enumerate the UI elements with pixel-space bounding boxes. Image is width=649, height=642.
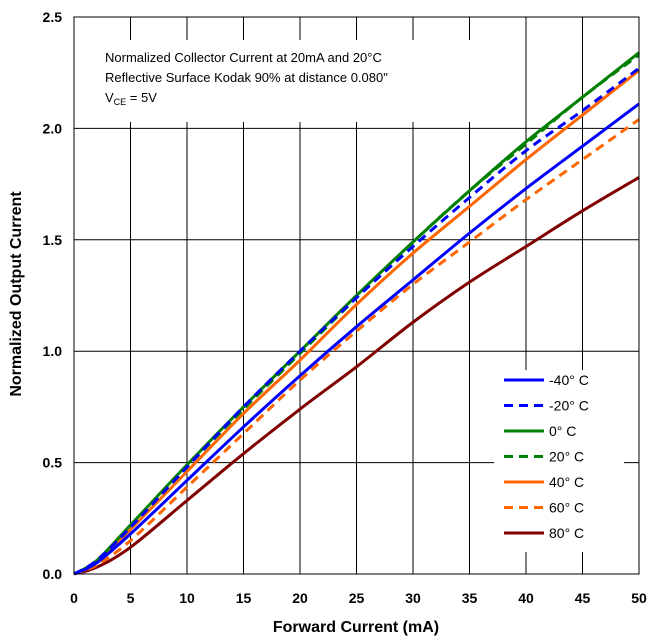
annotation-line-2: Reflective Surface Kodak 90% at distance…	[105, 70, 388, 85]
x-tick-label-5: 25	[349, 590, 365, 606]
legend-label-5: 60° C	[549, 500, 584, 516]
series-line-6	[73, 176, 640, 576]
tick-labels: 0 5 10 15 20 25 30 35 40 45 50 0.0 0.5 1.0 1.5 2.0 2.5	[43, 9, 647, 606]
plot-border	[73, 16, 640, 575]
legend-label-1: -20° C	[549, 398, 589, 414]
vce-symbol: V	[105, 90, 114, 105]
legend-label-0: -40° C	[549, 372, 589, 388]
x-tick-label-7: 35	[462, 590, 478, 606]
legend-label-2: 0° C	[549, 423, 576, 439]
vce-value: = 5V	[126, 90, 157, 105]
series-line-4	[73, 69, 640, 576]
x-tick-label-10: 50	[631, 590, 647, 606]
series-line-5	[73, 118, 640, 576]
annotation-box: Normalized Collector Current at 20mA and…	[96, 40, 476, 122]
y-tick-label-0: 0.0	[43, 566, 63, 582]
legend-label-3: 20° C	[549, 449, 584, 465]
legend-background	[494, 370, 624, 552]
legend: -40° C -20° C 0° C 20° C 40° C 60° C 80° C	[494, 370, 624, 552]
annotation-line-1: Normalized Collector Current at 20mA and…	[105, 50, 382, 65]
x-tick-label-0: 0	[70, 590, 78, 606]
x-tick-label-3: 15	[236, 590, 252, 606]
vce-subscript: CE	[114, 97, 127, 107]
series-layer	[73, 51, 640, 576]
x-tick-label-1: 5	[127, 590, 135, 606]
y-tick-label-3: 1.5	[43, 232, 63, 248]
y-tick-label-5: 2.5	[43, 9, 63, 25]
x-tick-label-2: 10	[179, 590, 195, 606]
x-tick-label-6: 30	[405, 590, 421, 606]
x-tick-label-8: 40	[518, 590, 534, 606]
y-axis-title: Normalized Output Current	[8, 191, 25, 397]
y-tick-label-2: 1.0	[43, 343, 63, 359]
annotation-line-3: VCE = 5V	[105, 90, 157, 107]
x-axis-title: Forward Current (mA)	[273, 619, 439, 636]
legend-label-4: 40° C	[549, 474, 584, 490]
legend-label-6: 80° C	[549, 525, 584, 541]
x-tick-label-4: 20	[292, 590, 308, 606]
y-tick-label-1: 0.5	[43, 455, 63, 471]
series-line-0	[73, 102, 640, 576]
x-tick-label-9: 45	[575, 590, 591, 606]
y-tick-label-4: 2.0	[43, 120, 63, 136]
